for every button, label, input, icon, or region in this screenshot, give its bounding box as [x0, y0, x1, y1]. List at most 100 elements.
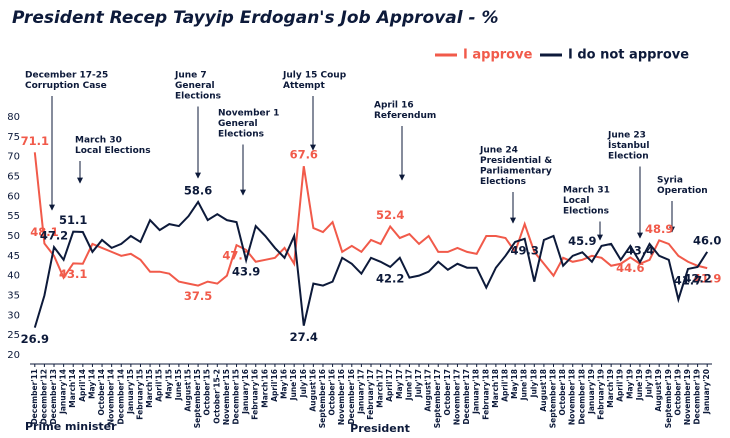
x-tick-label: June'17	[404, 369, 413, 401]
legend-label: I do not approve	[568, 48, 689, 63]
y-tick-label: 55	[7, 211, 20, 222]
x-tick-label: December'16	[347, 369, 356, 425]
x-tick-label: July'17	[414, 369, 423, 398]
value-label: 27.4	[290, 330, 318, 344]
x-tick-label: November'16	[337, 369, 346, 425]
annotation: December 17-25	[25, 71, 108, 81]
annotation: March 31	[563, 186, 610, 196]
x-tick-label: May'17	[395, 369, 404, 399]
x-tick-label: January'18	[472, 369, 481, 415]
x-tick-label: August'16	[308, 369, 317, 412]
x-tick-label: December'14	[116, 369, 125, 425]
x-tick-label: December'17	[462, 369, 471, 425]
value-label: 41.7	[674, 273, 702, 287]
period-label: President	[350, 422, 410, 435]
x-tick-label: May'15	[164, 369, 173, 399]
x-tick-label: March'18	[491, 369, 500, 408]
x-tick-label: April'18	[500, 369, 509, 402]
value-label: 45.9	[568, 234, 596, 248]
x-tick-label: September'16	[318, 369, 327, 428]
x-tick-label: March'19	[606, 369, 615, 408]
value-label: 41.9	[693, 272, 721, 286]
y-tick-label: 20	[7, 350, 20, 361]
value-label: 71.1	[21, 134, 49, 148]
annotation: November 1	[218, 109, 279, 119]
y-tick-label: 30	[7, 310, 20, 321]
x-tick-label: September'18	[549, 369, 558, 428]
annotation: Syria	[657, 176, 683, 186]
x-tick-label: February'15	[135, 369, 144, 420]
x-tick-label: January'16	[241, 369, 250, 415]
x-tick-label: October'19	[673, 369, 682, 415]
x-tick-label: December'15	[232, 369, 241, 425]
x-tick-label: May'14	[87, 369, 96, 399]
x-tick-label: May'19	[625, 369, 634, 399]
value-label: 44.6	[616, 261, 644, 275]
x-tick-label: November'17	[452, 369, 461, 425]
y-tick-label: 75	[7, 132, 20, 143]
x-tick-label: October'17	[443, 369, 452, 415]
x-tick-label: March'14	[68, 369, 77, 408]
x-tick-label: October'14	[97, 369, 106, 415]
annotation: Local	[563, 196, 589, 206]
x-tick-label: May'16	[280, 369, 289, 399]
annotation: June 23	[607, 131, 646, 141]
annotation: Parliamentary	[480, 167, 552, 177]
x-tick-label: November'19	[683, 369, 692, 425]
x-tick-label: April'15	[155, 369, 164, 402]
annotation: General	[175, 81, 215, 91]
annotation: April 16	[374, 101, 414, 111]
x-tick-label: April'19	[616, 369, 625, 402]
x-tick-label: July'19	[645, 369, 654, 398]
value-label: 51.1	[59, 213, 87, 227]
y-tick-label: 65	[7, 172, 20, 183]
annotation: July 15 Coup	[282, 71, 347, 81]
x-tick-label: June'15	[174, 369, 183, 401]
x-tick-label: October'15	[203, 369, 212, 415]
x-tick-label: January'14	[59, 369, 68, 415]
value-label: 49.3	[511, 243, 539, 257]
value-label: 47.2	[40, 229, 68, 243]
x-tick-label: January'20	[702, 369, 711, 415]
x-tick-label: February'18	[481, 369, 490, 420]
x-tick-label: March'16	[260, 369, 269, 408]
annotation: Election	[608, 152, 649, 162]
x-tick-label: April'14	[78, 369, 87, 402]
x-tick-label: June'19	[635, 369, 644, 401]
annotation: June 24	[479, 146, 518, 156]
x-tick-label: December'11	[30, 369, 39, 425]
x-tick-label: July'18	[529, 369, 538, 398]
x-tick-label: November'14	[107, 369, 116, 425]
x-tick-label: August'18	[539, 369, 548, 412]
value-label: 46.0	[693, 233, 721, 247]
x-tick-label: September'19	[664, 369, 673, 428]
annotation: March 30	[75, 136, 122, 146]
x-tick-label: May'18	[510, 369, 519, 399]
x-tick-label: October'15-2	[212, 369, 221, 424]
y-tick-label: 50	[7, 231, 20, 242]
x-tick-label: August'15	[183, 369, 192, 412]
annotation: Corruption Case	[25, 81, 107, 91]
value-label: 42.2	[376, 271, 404, 285]
x-tick-label: March'17	[376, 369, 385, 408]
x-tick-label: August'17	[424, 369, 433, 412]
period-label: Prime minister	[25, 420, 117, 433]
value-label: 48.1	[30, 225, 58, 239]
y-tick-label: 40	[7, 271, 20, 282]
series-line	[33, 199, 709, 328]
annotation: General	[218, 119, 258, 129]
annotation: Local Elections	[75, 146, 151, 156]
annotation: Elections	[563, 207, 609, 217]
value-label: 67.6	[290, 148, 318, 162]
x-tick-label: December'18	[577, 369, 586, 425]
x-tick-label: October'16	[328, 369, 337, 415]
annotation: Presidential &	[480, 156, 552, 166]
x-tick-label: June'18	[520, 369, 529, 401]
legend-label: I approve	[463, 48, 533, 63]
annotation: Referendum	[374, 111, 436, 121]
value-label: 43.4	[626, 244, 654, 258]
y-tick-label: 70	[7, 152, 20, 163]
x-tick-label: February'16	[251, 369, 260, 420]
x-tick-label: January'17	[356, 369, 365, 415]
